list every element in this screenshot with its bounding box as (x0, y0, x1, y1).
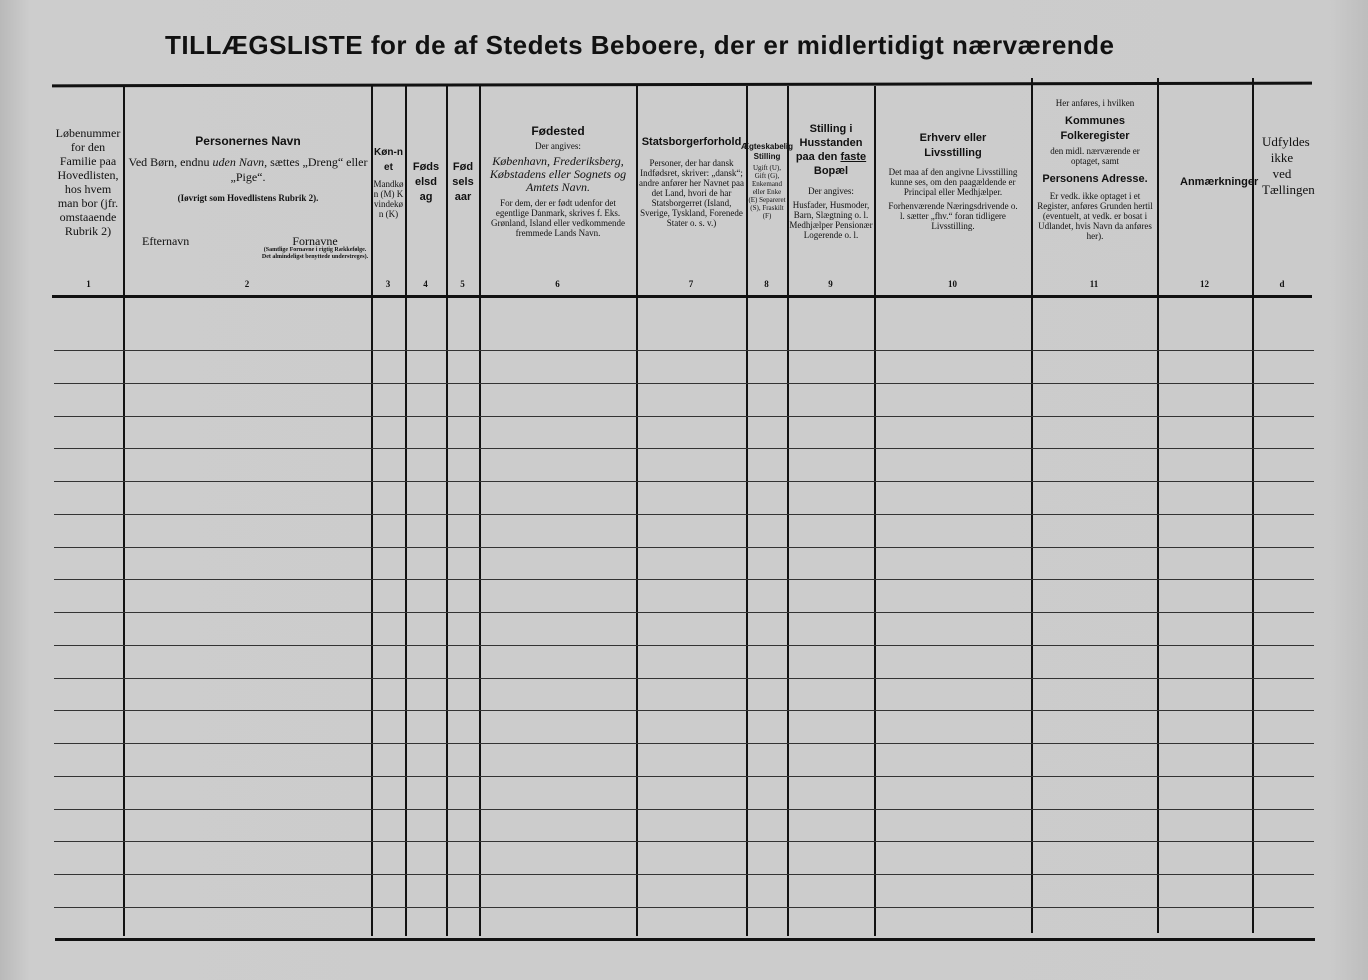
header-note: (Iøvrigt som Hovedlistens Rubrik 2). (177, 193, 319, 203)
header-text: Personer, der har dansk Indfødsret, skri… (639, 157, 744, 228)
header-text: Ved Børn, endnu (128, 155, 210, 169)
row-line (54, 874, 1314, 875)
header-col-4: Fødselsdag (407, 88, 445, 276)
header-text: Løbenummer for den Familie paa Hovedlist… (55, 126, 121, 238)
row-line (54, 612, 1314, 613)
column-number: 11 (1089, 279, 1099, 289)
column-number: 5 (460, 279, 465, 289)
header-heading: Fødselsaar (452, 160, 474, 203)
column-number: 7 (688, 279, 694, 289)
column-divider (405, 86, 407, 936)
row-line (54, 350, 1314, 351)
column-divider (371, 86, 373, 936)
column-divider (479, 86, 481, 936)
column-number: 9 (828, 279, 833, 289)
row-line (54, 382, 1314, 384)
row-line (54, 644, 1314, 646)
header-col-2: Personernes Navn Ved Børn, endnu uden Na… (126, 88, 370, 276)
header-heading-underlined: faste (840, 151, 867, 163)
header-heading: Statsborgerforhold (641, 135, 742, 148)
header-col-8: Ægteskabelig Stilling Ugift (U), Gift (G… (741, 88, 793, 276)
row-line (54, 481, 1314, 482)
header-heading: Personens Adresse. (1042, 173, 1148, 185)
subheader-note: (Samtlige Fornavne i rigtig Rækkefølge. … (261, 247, 369, 260)
header-col-6: Fødested Der angives: København, Frederi… (483, 88, 633, 276)
column-number: 12 (1200, 279, 1209, 289)
header-col-11: Her anføres, i hvilken Kommunes Folkereg… (1035, 88, 1155, 276)
column-divider (874, 86, 876, 936)
header-col-3: Køn-net Mandkøn (M) Kvindekøn (K) (373, 88, 404, 276)
row-line (54, 775, 1314, 777)
column-number: d (1279, 279, 1285, 289)
row-line (54, 808, 1314, 810)
form-title: TILLÆGSLISTE for de af Stedets Beboere, … (165, 30, 1115, 60)
header-text: Det maa af den angivne Livsstilling kunn… (888, 167, 1018, 197)
row-line (54, 579, 1314, 581)
header-heading: Erhverv eller Livsstilling (919, 132, 987, 159)
row-line (54, 743, 1314, 744)
header-text: Husfader, Husmoder, Barn, Slægtning o. l… (789, 200, 873, 240)
header-text: den midl. nærværende er optaget, samt (1050, 146, 1140, 166)
header-heading: Køn-net (374, 147, 403, 173)
column-number: 2 (244, 279, 250, 289)
row-line (54, 841, 1314, 843)
bottom-rule (55, 938, 1315, 941)
header-text-italic: uden Navn, (212, 155, 268, 169)
row-line (54, 513, 1314, 515)
header-bottom-rule (52, 295, 1312, 298)
column-divider (1157, 78, 1159, 933)
header-col-12: Anmærkninger (1160, 88, 1259, 276)
column-divider (1031, 78, 1033, 933)
column-divider (446, 86, 448, 936)
header-heading: Stilling i Husstanden paa den (795, 123, 863, 163)
header-heading: Fødested (531, 124, 585, 138)
row-line (54, 448, 1314, 450)
header-text: Er vedk. ikke optaget i et Register, anf… (1037, 191, 1153, 241)
row-line (54, 710, 1314, 712)
header-heading: Fødselsdag (412, 160, 440, 203)
column-divider (1252, 78, 1254, 933)
header-text: Ugift (U), Gift (G), Enkemand eller Enke… (748, 164, 786, 220)
header-heading: Kommunes Folkeregister (1060, 115, 1130, 142)
column-number: 4 (423, 279, 428, 289)
subheader-fornavne: Fornavne (292, 234, 338, 248)
row-line (54, 415, 1314, 417)
header-heading: Bopæl (813, 165, 849, 177)
header-col-9: Stilling i Husstanden paa den faste Bopæ… (789, 88, 873, 276)
subheader-efternavn: Efternavn (142, 234, 190, 248)
row-line (54, 906, 1314, 908)
column-divider (636, 86, 638, 936)
header-text: sættes „Dreng“ eller „Pige“. (230, 155, 368, 184)
header-pre: Her anføres, i hvilken (1055, 98, 1135, 108)
header-heading: Anmærkninger (1180, 175, 1259, 188)
column-number: 1 (86, 279, 91, 289)
header-sub: Der angives: (808, 186, 854, 196)
header-text: For dem, der er født udenfor det egentli… (491, 198, 625, 238)
column-divider (123, 86, 125, 936)
column-divider (787, 86, 789, 936)
header-col-7: Statsborgerforhold Personer, der har dan… (638, 88, 745, 276)
header-heading: Personernes Navn (195, 134, 301, 148)
column-number: 3 (385, 279, 391, 289)
header-col-10: Erhverv eller Livsstilling Det maa af de… (888, 88, 1018, 276)
column-number: 10 (948, 279, 957, 289)
header-col-d: Udfyldes ikke ved Tællingen (1256, 88, 1315, 276)
header-places: København, Frederiksberg, Købstadens ell… (489, 154, 627, 194)
column-number: 8 (764, 279, 769, 289)
column-number: 6 (555, 279, 560, 289)
header-sub: Der angives: (535, 141, 581, 151)
column-divider (746, 86, 748, 936)
header-text: Forhenværende Næringsdrivende o. l. sætt… (888, 201, 1018, 231)
header-heading: Ægteskabelig Stilling (741, 142, 794, 161)
header-text: Mandkøn (M) Kvindekøn (K) (373, 179, 404, 219)
header-col-5: Fødselsaar (448, 88, 478, 276)
header-text: Udfyldes ikke ved Tællingen (1262, 134, 1315, 197)
row-line (54, 546, 1314, 548)
header-col-1: Løbenummer for den Familie paa Hovedlist… (54, 88, 122, 276)
row-line (54, 677, 1314, 679)
